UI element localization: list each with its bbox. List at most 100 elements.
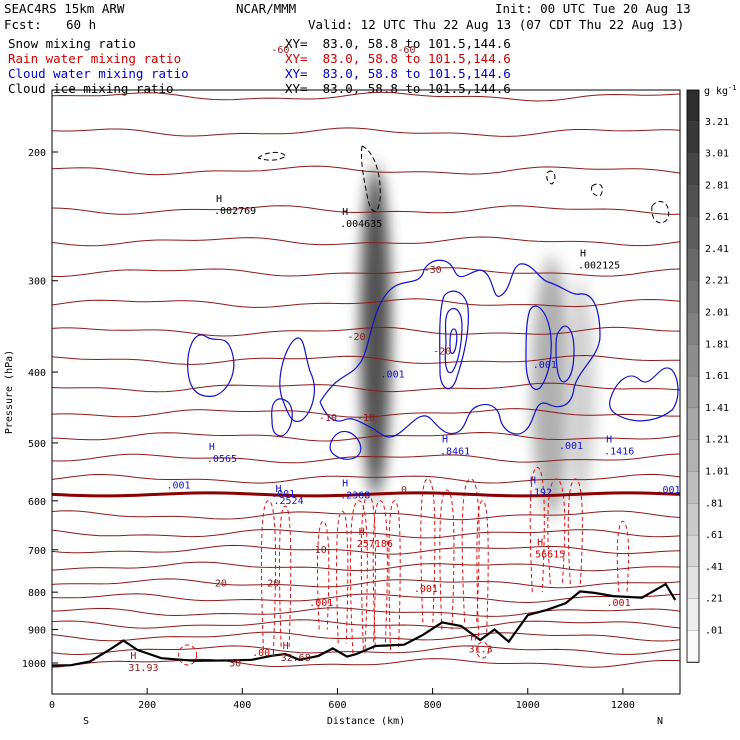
rain-contour: [547, 478, 566, 585]
extremum-label: 31.93: [128, 663, 158, 674]
extremum-label: 32.68: [281, 653, 311, 664]
y-tick-label: 800: [28, 588, 46, 599]
colorbar-label: .81: [705, 498, 723, 509]
extremum-label: .001: [533, 360, 557, 371]
colorbar-swatch: [686, 312, 700, 345]
isotherm: [52, 6, 680, 15]
cloud-ice-contour: [651, 201, 670, 224]
extremum-label: .002125: [578, 260, 620, 271]
extremum-label: .002769: [214, 206, 256, 217]
isotherm-label: 20: [215, 578, 227, 589]
legend-cloud-ice: Cloud ice mixing ratio: [8, 81, 174, 96]
isotherm-label: 10: [315, 545, 327, 556]
init-time: Init: 00 UTC Tue 20 Aug 13: [495, 1, 691, 16]
isotherm: [52, 165, 680, 176]
isotherm-label: -10: [357, 413, 375, 424]
extremum-label: .192: [528, 488, 552, 499]
x-tick-label: 600: [328, 700, 346, 711]
rain-contour: [439, 489, 455, 630]
isotherm: [52, 354, 680, 365]
isotherm-label: 30: [229, 659, 241, 670]
colorbar-unit: g kg-1: [704, 84, 737, 97]
colorbar-swatch: [686, 407, 700, 441]
extremum-h-marker: H: [442, 434, 448, 445]
colorbar-label: 2.41: [705, 244, 729, 255]
isotherm-label: -60: [271, 45, 289, 56]
y-axis-label: Pressure (hPa): [4, 350, 15, 434]
rain-contour: [317, 520, 330, 630]
extremum-label: 257186: [357, 539, 393, 550]
isotherm: [52, 326, 680, 337]
rain-contour: [278, 505, 292, 647]
forecast-hour: 60 h: [66, 17, 97, 32]
extremum-label: 56515: [535, 549, 565, 560]
y-tick-label: 200: [28, 148, 46, 159]
colorbar-label: 1.01: [705, 467, 729, 478]
extremum-label: .001: [271, 489, 295, 500]
colorbar-swatch: [686, 153, 700, 187]
isotherm: [52, 510, 680, 521]
y-axis: 200 300 400 500 600 700 800 900 1000: [22, 148, 58, 670]
rain-contour: [476, 500, 489, 637]
extremum-label: .001: [656, 485, 680, 496]
colorbar-swatch: [686, 566, 700, 600]
isotherm: [52, 528, 680, 539]
colorbar-swatch: [686, 534, 700, 568]
colorbar-label: 2.01: [705, 308, 729, 319]
rain-contour: [461, 478, 480, 623]
extremum-h-marker: H: [471, 632, 477, 643]
extremum-h-marker: H: [580, 248, 586, 259]
colorbar-label: 2.21: [705, 276, 729, 287]
legend-rain-xy: XY= 83.0, 58.8 to 101.5,144.6: [285, 51, 511, 66]
extremum-h-marker: H: [283, 641, 289, 652]
rain-contour: [616, 520, 630, 593]
cloud-water-contour: [609, 367, 679, 422]
extremum-h-marker: H: [342, 207, 348, 218]
extremum-label: .001: [381, 370, 405, 381]
colorbar-label: 3.01: [705, 149, 729, 160]
x-tick-label: 800: [424, 700, 442, 711]
isotherm: [52, 645, 680, 656]
extremum-label: .001: [309, 598, 333, 609]
legend-cloud-water-xy: XY= 83.0, 58.8 to 101.5,144.6: [285, 66, 511, 81]
colorbar-swatch: [686, 248, 700, 282]
colorbar-label: 2.61: [705, 212, 729, 223]
isotherm: [52, 607, 680, 617]
colorbar-label: 3.21: [705, 117, 729, 128]
isotherm-label: -30: [424, 265, 442, 276]
isotherm: [52, 561, 680, 572]
isotherm: [52, 578, 680, 589]
isotherm: [52, 408, 680, 418]
y-tick-label: 600: [28, 497, 46, 508]
extremum-label: .001: [414, 584, 438, 595]
colorbar-label: .21: [705, 594, 723, 605]
extrema-labels: 72.5468.59H.002769H.004635H.002125H.0565…: [128, 194, 680, 674]
cloud-water-contour: [279, 337, 315, 423]
colorbar-swatch: [686, 375, 700, 409]
cloud-water-contours: [187, 259, 679, 460]
x-axis: 0 200 400 600 800 1000 1200: [49, 688, 635, 711]
extremum-label: .004635: [340, 219, 382, 230]
x-tick-label: 0: [49, 700, 55, 711]
isotherm-label: -20: [347, 332, 365, 343]
cloud-water-contour: [444, 307, 463, 374]
extremum-h-marker: H: [216, 194, 222, 205]
cloud-water-contour: [525, 305, 552, 390]
extremum-label: .001: [166, 481, 190, 492]
colorbar-label: .01: [705, 625, 723, 636]
cloud-water-contour: [319, 259, 601, 438]
x-axis-north-label: N: [657, 716, 663, 727]
isotherm: [52, 658, 680, 668]
y-tick-label: 1000: [22, 659, 46, 670]
colorbar-label: .41: [705, 562, 723, 573]
x-tick-label: 200: [138, 700, 156, 711]
rain-contour: [529, 466, 545, 593]
isotherm: [52, 453, 680, 464]
isotherm: [52, 593, 680, 604]
extremum-h-marker: H: [276, 484, 282, 495]
legend-rain: Rain water mixing ratio: [8, 51, 182, 66]
rain-contour: [388, 500, 401, 651]
model-title: SEAC4RS 15km ARW: [4, 1, 125, 16]
